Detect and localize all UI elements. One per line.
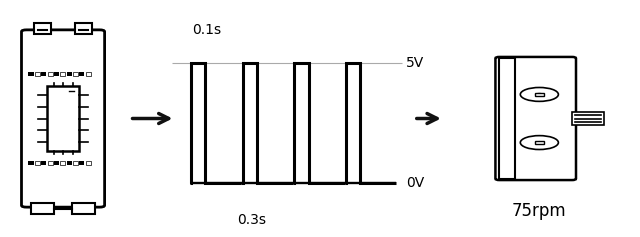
- Circle shape: [520, 136, 558, 150]
- Bar: [47, 161, 52, 165]
- Circle shape: [535, 93, 544, 96]
- Bar: [35, 23, 51, 34]
- Bar: [41, 72, 46, 76]
- FancyBboxPatch shape: [22, 30, 104, 207]
- Text: 75rpm: 75rpm: [511, 202, 566, 220]
- Bar: [76, 23, 92, 34]
- Bar: [67, 161, 72, 165]
- Bar: [535, 93, 544, 96]
- Bar: [47, 72, 52, 76]
- Bar: [86, 161, 91, 165]
- Bar: [54, 72, 59, 76]
- Circle shape: [535, 141, 544, 144]
- Text: 0.1s: 0.1s: [193, 23, 221, 37]
- Bar: [41, 161, 46, 165]
- Bar: [535, 141, 544, 144]
- Bar: [79, 72, 84, 76]
- Circle shape: [520, 87, 558, 101]
- Text: 0.3s: 0.3s: [237, 213, 266, 227]
- Text: 5V: 5V: [406, 56, 424, 70]
- Bar: [86, 72, 91, 76]
- Bar: [28, 72, 33, 76]
- Bar: [79, 161, 84, 165]
- FancyBboxPatch shape: [495, 57, 576, 180]
- Text: 0V: 0V: [406, 176, 424, 190]
- Bar: [28, 161, 33, 165]
- Bar: [572, 112, 604, 125]
- Bar: [60, 161, 65, 165]
- Bar: [499, 58, 515, 179]
- Bar: [47, 86, 79, 151]
- Bar: [73, 161, 78, 165]
- Bar: [67, 72, 72, 76]
- Bar: [31, 203, 54, 214]
- Bar: [35, 161, 40, 165]
- Bar: [35, 72, 40, 76]
- Bar: [54, 161, 59, 165]
- Bar: [73, 72, 78, 76]
- Bar: [60, 72, 65, 76]
- Bar: [72, 203, 95, 214]
